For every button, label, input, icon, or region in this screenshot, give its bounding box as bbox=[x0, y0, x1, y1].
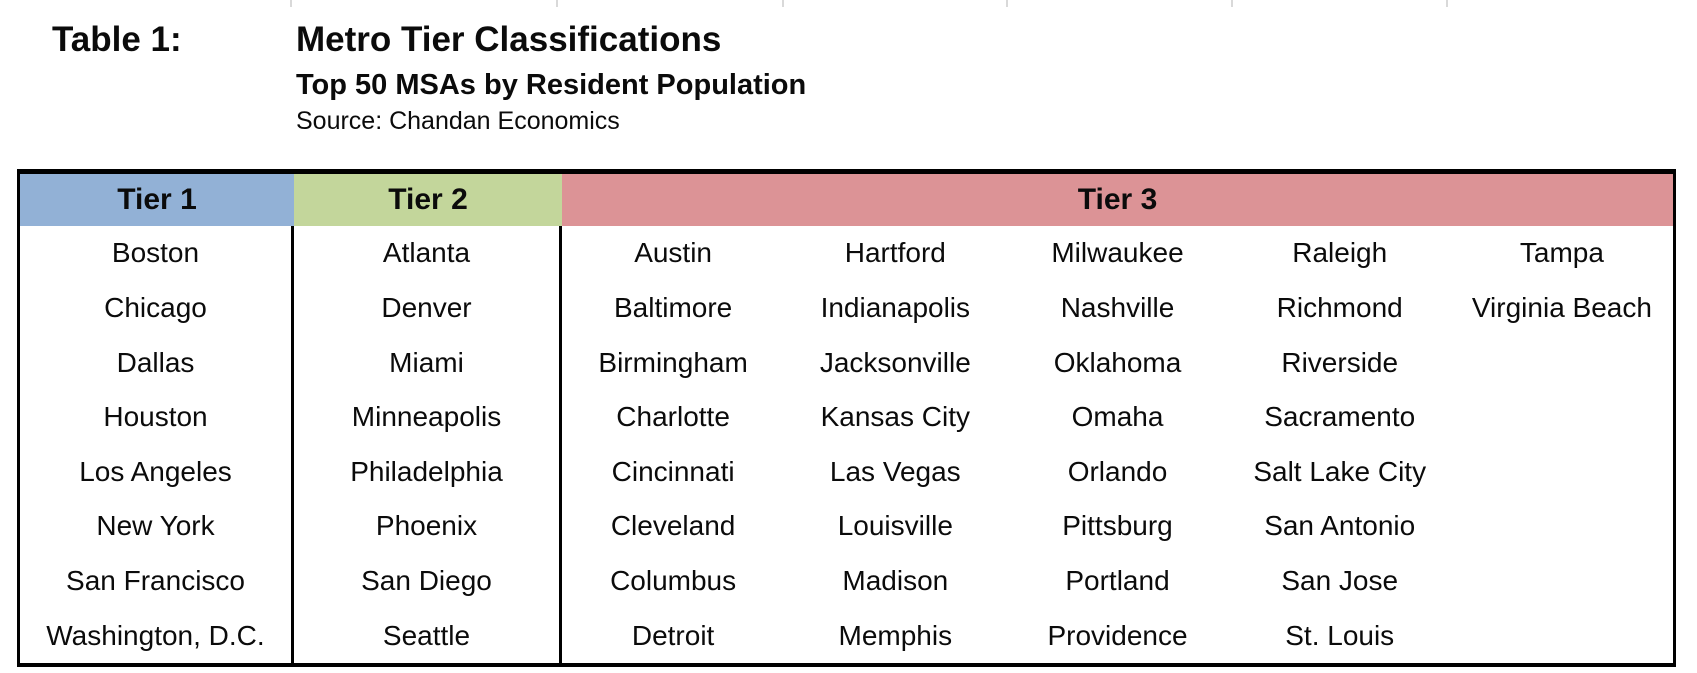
city-cell: Riverside bbox=[1281, 346, 1399, 378]
tier-header-row: Tier 1 Tier 2 Tier 3 bbox=[20, 174, 1673, 226]
city-cell: Providence bbox=[1047, 619, 1188, 651]
city-cell bbox=[1451, 608, 1673, 663]
city-cell: Portland bbox=[1065, 565, 1170, 597]
city-cell: San Francisco bbox=[66, 565, 245, 597]
city-cell: Madison bbox=[842, 565, 949, 597]
tier2-column: Atlanta Denver Miami Minneapolis Philade… bbox=[294, 226, 562, 663]
city-cell: Jacksonville bbox=[819, 346, 971, 378]
gridline-tick bbox=[1446, 0, 1448, 7]
city-cell: Tampa bbox=[1519, 237, 1604, 269]
gridline-tick bbox=[782, 0, 784, 7]
city-cell: Houston bbox=[103, 401, 208, 433]
gridline-tick bbox=[1006, 0, 1008, 7]
city-cell: Los Angeles bbox=[79, 455, 232, 487]
city-cell: Philadelphia bbox=[350, 455, 503, 487]
city-cell bbox=[1451, 390, 1673, 445]
metro-tier-table: Tier 1 Tier 2 Tier 3 Boston Chicago Dall… bbox=[17, 169, 1676, 667]
tier3-column-3: Milwaukee Nashville Oklahoma Omaha Orlan… bbox=[1006, 226, 1228, 663]
city-cell: Atlanta bbox=[382, 237, 471, 269]
city-cell: Salt Lake City bbox=[1253, 455, 1427, 487]
city-cell: Baltimore bbox=[613, 291, 733, 323]
city-cell: Charlotte bbox=[616, 401, 730, 433]
city-cell: Chicago bbox=[104, 291, 207, 323]
city-cell: Hartford bbox=[844, 237, 946, 269]
city-cell: Columbus bbox=[610, 565, 737, 597]
city-cell: Orlando bbox=[1067, 455, 1168, 487]
city-cell: Memphis bbox=[838, 619, 953, 651]
table-number-label: Table 1: bbox=[52, 20, 182, 59]
city-cell bbox=[1451, 554, 1673, 609]
gridline-tick bbox=[556, 0, 558, 7]
city-cell: San Diego bbox=[361, 565, 492, 597]
city-cell: Cleveland bbox=[610, 510, 736, 542]
city-cell: Cincinnati bbox=[611, 455, 735, 487]
city-cell: Minneapolis bbox=[351, 401, 502, 433]
tier2-header: Tier 2 bbox=[294, 174, 562, 226]
tier1-header: Tier 1 bbox=[20, 174, 294, 226]
tier3-header: Tier 3 bbox=[562, 174, 1673, 226]
city-cell: Oklahoma bbox=[1053, 346, 1182, 378]
city-cell: Las Vegas bbox=[829, 455, 961, 487]
city-cell: Nashville bbox=[1060, 291, 1175, 323]
city-cell: Boston bbox=[111, 237, 200, 269]
table-subtitle: Top 50 MSAs by Resident Population bbox=[296, 69, 807, 101]
table-body: Boston Chicago Dallas Houston Los Angele… bbox=[20, 226, 1673, 663]
city-cell: St. Louis bbox=[1285, 619, 1395, 651]
city-cell: Virginia Beach bbox=[1471, 291, 1652, 323]
city-cell: Raleigh bbox=[1292, 237, 1388, 269]
city-cell bbox=[1451, 445, 1673, 500]
city-cell: New York bbox=[96, 510, 215, 542]
city-cell bbox=[1451, 499, 1673, 554]
tier3-column-2: Hartford Indianapolis Jacksonville Kansa… bbox=[784, 226, 1006, 663]
city-cell: Richmond bbox=[1276, 291, 1403, 323]
tier3-columns: Austin Baltimore Birmingham Charlotte Ci… bbox=[562, 226, 1673, 663]
tier3-column-5: Tampa Virginia Beach bbox=[1451, 226, 1673, 663]
city-cell: Phoenix bbox=[375, 510, 478, 542]
city-cell: Omaha bbox=[1071, 401, 1164, 433]
city-cell: Sacramento bbox=[1264, 401, 1416, 433]
city-cell: Milwaukee bbox=[1051, 237, 1184, 269]
city-cell: Detroit bbox=[631, 619, 715, 651]
city-cell: Indianapolis bbox=[820, 291, 971, 323]
table-source: Source: Chandan Economics bbox=[296, 107, 620, 135]
city-cell: San Antonio bbox=[1264, 510, 1416, 542]
gridline-tick bbox=[1231, 0, 1233, 7]
city-cell: Birmingham bbox=[598, 346, 748, 378]
tier1-column: Boston Chicago Dallas Houston Los Angele… bbox=[20, 226, 294, 663]
tier3-column-4: Raleigh Richmond Riverside Sacramento Sa… bbox=[1229, 226, 1451, 663]
city-cell: Miami bbox=[389, 346, 464, 378]
city-cell: Seattle bbox=[382, 619, 471, 651]
table-title: Metro Tier Classifications bbox=[296, 20, 722, 59]
city-cell: Louisville bbox=[837, 510, 953, 542]
city-cell: Kansas City bbox=[820, 401, 970, 433]
tier3-column-1: Austin Baltimore Birmingham Charlotte Ci… bbox=[562, 226, 784, 663]
city-cell bbox=[1451, 335, 1673, 390]
city-cell: Pittsburg bbox=[1062, 510, 1173, 542]
city-cell: Washington, D.C. bbox=[46, 619, 265, 651]
gridline-tick bbox=[290, 0, 292, 7]
city-cell: San Jose bbox=[1281, 565, 1399, 597]
city-cell: Dallas bbox=[116, 346, 195, 378]
city-cell: Denver bbox=[381, 291, 472, 323]
city-cell: Austin bbox=[634, 237, 713, 269]
